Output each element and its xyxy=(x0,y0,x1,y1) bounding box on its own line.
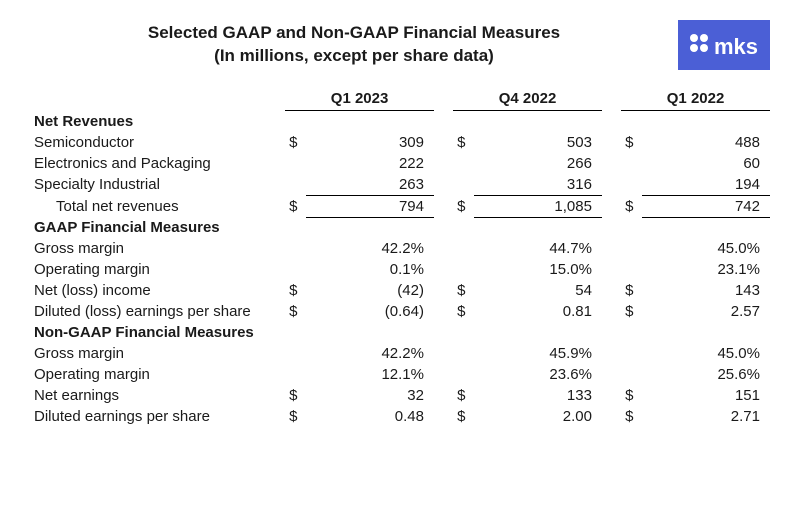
value-q1-2022: 488 xyxy=(642,132,770,153)
currency: $ xyxy=(285,132,306,153)
row-gaap-gross-margin: Gross margin 42.2% 44.7% 45.0% xyxy=(30,238,770,259)
row-nongaap-net-earnings: Net earnings $32 $133 $151 xyxy=(30,385,770,406)
section-gaap: GAAP Financial Measures xyxy=(30,217,285,238)
value-q4-2022: 503 xyxy=(474,132,602,153)
value-q1-2023: 309 xyxy=(306,132,434,153)
section-nongaap: Non-GAAP Financial Measures xyxy=(30,322,285,343)
row-gaap-net-income: Net (loss) income $(42) $54 $143 xyxy=(30,280,770,301)
col-header-q1-2023: Q1 2023 xyxy=(285,88,434,111)
row-electronics-packaging: Electronics and Packaging 222 266 60 xyxy=(30,153,770,174)
row-nongaap-diluted-eps: Diluted earnings per share $0.48 $2.00 $… xyxy=(30,406,770,427)
label: Total net revenues xyxy=(30,195,285,217)
row-nongaap-gross-margin: Gross margin 42.2% 45.9% 45.0% xyxy=(30,343,770,364)
label: Semiconductor xyxy=(30,132,285,153)
financial-table: Q1 2023 Q4 2022 Q1 2022 Net Revenues Sem… xyxy=(30,88,770,427)
label: Specialty Industrial xyxy=(30,174,285,196)
label: Electronics and Packaging xyxy=(30,153,285,174)
title-line-2: (In millions, except per share data) xyxy=(30,45,678,68)
row-semiconductor: Semiconductor $ 309 $ 503 $ 488 xyxy=(30,132,770,153)
row-nongaap-operating-margin: Operating margin 12.1% 23.6% 25.6% xyxy=(30,364,770,385)
column-header-row: Q1 2023 Q4 2022 Q1 2022 xyxy=(30,88,770,111)
title-line-1: Selected GAAP and Non-GAAP Financial Mea… xyxy=(30,22,678,45)
col-header-q1-2022: Q1 2022 xyxy=(621,88,770,111)
mks-logo: mks xyxy=(678,20,770,70)
svg-text:mks: mks xyxy=(714,34,758,59)
section-net-revenues: Net Revenues xyxy=(30,111,285,132)
row-total-net-revenues: Total net revenues $ 794 $ 1,085 $ 742 xyxy=(30,195,770,217)
row-gaap-diluted-eps: Diluted (loss) earnings per share $(0.64… xyxy=(30,301,770,322)
col-header-q4-2022: Q4 2022 xyxy=(453,88,602,111)
header: Selected GAAP and Non-GAAP Financial Mea… xyxy=(30,20,770,70)
row-specialty-industrial: Specialty Industrial 263 316 194 xyxy=(30,174,770,196)
row-gaap-operating-margin: Operating margin 0.1% 15.0% 23.1% xyxy=(30,259,770,280)
title-block: Selected GAAP and Non-GAAP Financial Mea… xyxy=(30,22,678,68)
